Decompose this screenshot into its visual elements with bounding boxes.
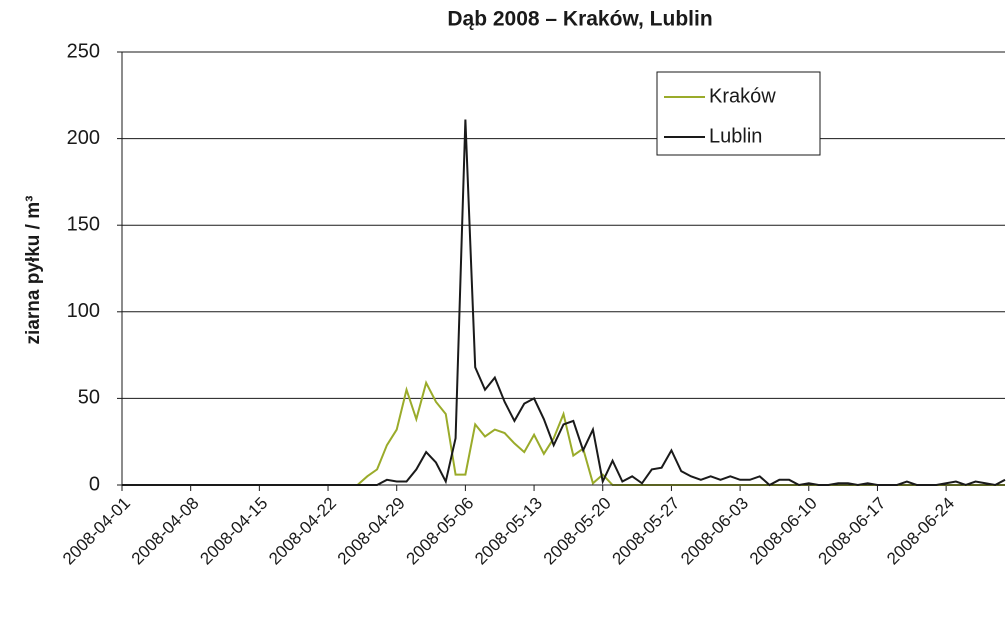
legend: Kraków Lublin (656, 71, 821, 156)
y-tick-label: 200 (67, 127, 100, 149)
x-tick-label: 2008-04-29 (334, 494, 409, 569)
y-tick-label: 50 (78, 387, 100, 409)
x-tick-label: 2008-04-22 (265, 494, 340, 569)
x-tick-label: 2008-05-06 (402, 494, 477, 569)
legend-box (656, 71, 821, 156)
x-tick-label: 2008-06-10 (746, 494, 821, 569)
x-tick-label: 2008-06-17 (815, 494, 890, 569)
x-tick-label: 2008-05-27 (608, 494, 683, 569)
series-line (122, 119, 1006, 487)
x-tick-label: 2008-04-01 (59, 494, 134, 569)
x-tick-label: 2008-06-03 (677, 494, 752, 569)
x-tick-label: 2008-06-24 (883, 494, 958, 569)
y-axis-label: ziarna pyłku / m³ (23, 196, 44, 345)
chart-title: Dąb 2008 – Kraków, Lublin (447, 8, 712, 31)
y-tick-label: 250 (67, 40, 100, 62)
y-tick-label: 150 (67, 213, 100, 235)
x-tick-label: 2008-05-20 (540, 494, 615, 569)
legend-label: Lublin (709, 125, 762, 147)
x-tick-label: 2008-04-08 (128, 494, 203, 569)
x-tick-label: 2008-04-15 (196, 494, 271, 569)
y-tick-label: 100 (67, 300, 100, 322)
legend-label: Kraków (709, 85, 776, 107)
x-tick-label: 2008-05-13 (471, 494, 546, 569)
y-tick-label: 0 (89, 473, 100, 495)
